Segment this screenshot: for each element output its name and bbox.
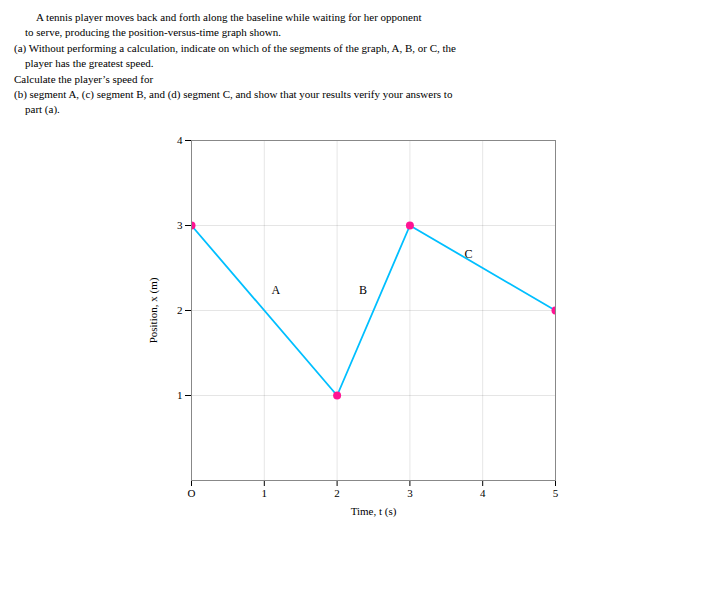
svg-text:C: C — [465, 247, 473, 261]
svg-text:A: A — [272, 282, 281, 296]
html-text:A tennis player moves back and: A tennis player moves back and forth alo… — [14, 11, 456, 116]
svg-text:Position, x (m): Position, x (m) — [147, 277, 160, 343]
svg-text:O: O — [188, 487, 196, 499]
svg-text:Time, t (s): Time, t (s) — [351, 504, 397, 517]
svg-text:1: 1 — [262, 487, 268, 499]
svg-text:4: 4 — [177, 134, 183, 146]
svg-text:2: 2 — [334, 487, 340, 499]
svg-text:4: 4 — [480, 487, 486, 499]
svg-text:B: B — [359, 282, 367, 296]
svg-text:5: 5 — [553, 487, 559, 499]
svg-text:2: 2 — [177, 304, 183, 316]
svg-text:3: 3 — [177, 219, 183, 231]
svg-text:3: 3 — [407, 487, 413, 499]
svg-text:1: 1 — [177, 389, 183, 401]
